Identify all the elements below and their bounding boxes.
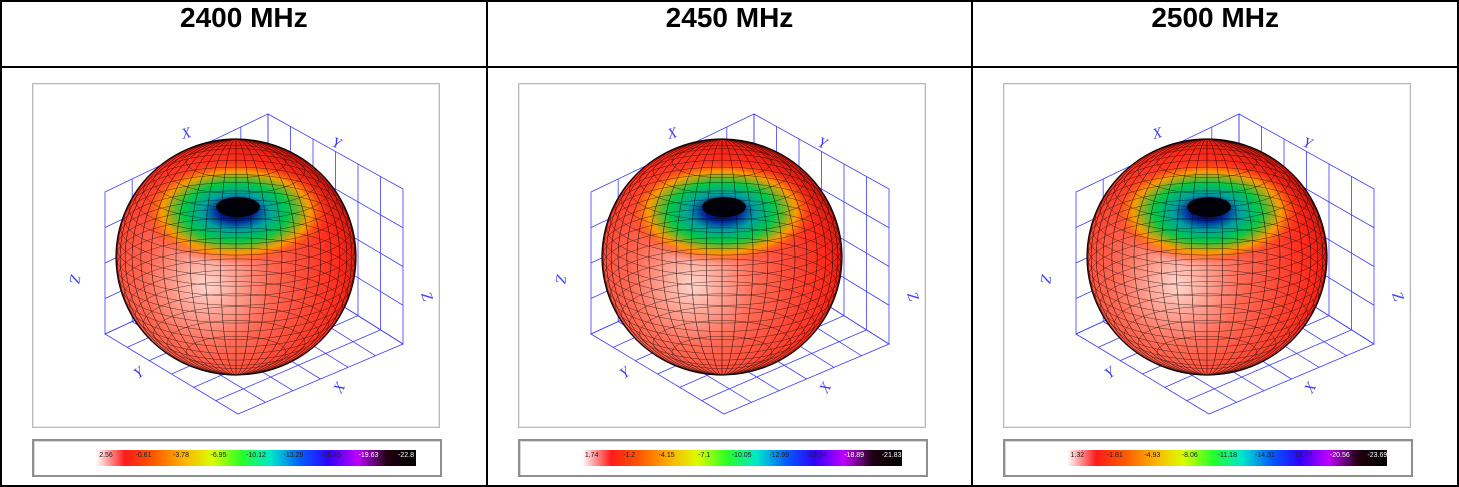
header-row: 2400 MHz 2450 MHz 2500 MHz xyxy=(0,0,1459,68)
panel-title-2400: 2400 MHz xyxy=(0,0,488,68)
legend-tick-label: -4.15 xyxy=(658,452,675,459)
axis-label-x-bottom: X xyxy=(1301,379,1320,397)
panel-title-2450: 2450 MHz xyxy=(485,0,974,68)
legend-tick-label: -4.93 xyxy=(1144,452,1161,459)
axis-label-x-top: X xyxy=(665,125,680,143)
panel-cell: X Y Z Z Y X 1.32 -1.81 -4.93 -8.06 -11.18 -14.31 -1… xyxy=(971,66,1459,487)
axis-label-z-right: Z xyxy=(417,290,435,304)
radiation-pattern-plot[interactable]: X Y Z Z Y X xyxy=(517,83,926,428)
pattern-svg: X Y Z Z Y X xyxy=(1037,113,1407,415)
plot-row: X Y Z Z Y X 2.56 -0.61 -3.78 -6.95 -10.12 -13.29 -1… xyxy=(0,66,1459,487)
legend-tick-label: -21.83 xyxy=(881,452,902,459)
legend-tick-label: 2.56 xyxy=(99,452,113,459)
color-scale-bar: 1.74 -1.2 -4.15 -7.1 -10.05 -12.99 -15.94 -18.8… xyxy=(581,450,902,466)
legend-tick-label: -15.94 xyxy=(806,452,827,459)
legend-tick-label: -1.2 xyxy=(623,452,636,459)
legend-tick-label: -13.29 xyxy=(283,452,304,459)
legend-tick-label: -0.61 xyxy=(135,452,152,459)
pattern-surface xyxy=(115,138,357,376)
axis-label-x-top: X xyxy=(1150,125,1165,143)
axis-label-y-top: Y xyxy=(815,135,830,153)
axis-label-y-top: Y xyxy=(1301,135,1316,153)
axis-label-x-bottom: X xyxy=(330,379,349,397)
panel-cell: X Y Z Z Y X 2.56 -0.61 -3.78 -6.95 -10.12 -13.29 -1… xyxy=(0,66,488,487)
legend-tick-label: -20.56 xyxy=(1329,452,1350,459)
legend-tick-label: -8.06 xyxy=(1181,452,1198,459)
legend-tick-label: -10.05 xyxy=(731,452,752,459)
axis-label-x-bottom: X xyxy=(816,379,835,397)
axis-label-y-bottom: Y xyxy=(1102,363,1119,382)
legend-tick-label: -12.99 xyxy=(769,452,790,459)
legend-tick-label: -18.89 xyxy=(844,452,865,459)
axis-label-y-bottom: Y xyxy=(131,363,148,382)
legend-tick-label: -16.46 xyxy=(321,452,341,459)
pattern-surface xyxy=(601,138,843,376)
legend-tick-label: -23.69 xyxy=(1367,452,1388,459)
axis-label-y-bottom: Y xyxy=(617,363,634,382)
legend-tick-label: -3.78 xyxy=(173,452,189,459)
legend-tick-label: -14.31 xyxy=(1254,452,1275,459)
axis-label-z-right: Z xyxy=(1389,290,1407,304)
axis-label-y-top: Y xyxy=(330,135,345,153)
legend-tick-label: -1.81 xyxy=(1106,452,1123,459)
legend-tick-label: 1.32 xyxy=(1070,452,1085,459)
radiation-pattern-plot[interactable]: X Y Z Z Y X xyxy=(1003,83,1412,428)
pattern-surface xyxy=(1086,138,1328,376)
color-scale-bar: 1.32 -1.81 -4.93 -8.06 -11.18 -14.31 -17.44 -20… xyxy=(1067,450,1388,466)
legend-tick-label: -6.95 xyxy=(210,452,227,459)
pattern-svg: X Y Z Z Y X xyxy=(65,113,435,415)
axis-label-z-left: Z xyxy=(1037,273,1054,285)
panel-title-2500: 2500 MHz xyxy=(971,0,1459,68)
axis-label-z-left: Z xyxy=(65,273,82,285)
legend-tick-label: -11.18 xyxy=(1217,452,1237,459)
axis-label-z-right: Z xyxy=(903,290,921,304)
legend-tick-label: 1.74 xyxy=(584,452,599,459)
legend-tick-label: -17.44 xyxy=(1292,452,1313,459)
legend-tick-label: -22.8 xyxy=(398,452,414,459)
color-scale-bar: 2.56 -0.61 -3.78 -6.95 -10.12 -13.29 -16.46 -19… xyxy=(96,450,416,466)
legend-tick-label: -7.1 xyxy=(698,452,711,459)
pattern-svg: X Y Z Z Y X xyxy=(551,113,921,415)
radiation-pattern-plot[interactable]: X Y Z Z Y X xyxy=(32,83,440,428)
color-scale-legend: 2.56 -0.61 -3.78 -6.95 -10.12 -13.29 -16.46 -19… xyxy=(32,439,442,477)
axis-label-x-top: X xyxy=(179,125,194,143)
legend-tick-label: -10.12 xyxy=(246,452,266,459)
color-scale-legend: 1.74 -1.2 -4.15 -7.1 -10.05 -12.99 -15.94 -18.8… xyxy=(517,439,928,477)
panel-cell: X Y Z Z Y X 1.74 -1.2 -4.15 -7.1 -10.05 -12.99 -15.… xyxy=(485,66,974,487)
axis-label-z-left: Z xyxy=(551,273,568,285)
legend-tick-label: -19.63 xyxy=(358,452,379,459)
color-scale-legend: 1.32 -1.81 -4.93 -8.06 -11.18 -14.31 -17.44 -20… xyxy=(1003,439,1414,477)
